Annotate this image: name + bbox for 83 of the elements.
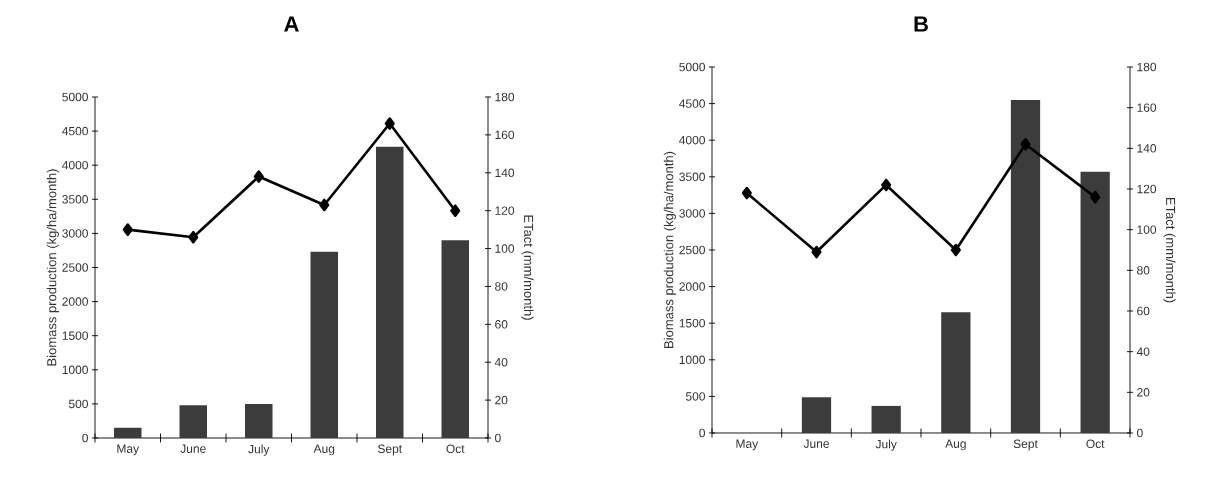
x-tick-label: May: [736, 439, 759, 451]
y2-tick-label: 160: [1137, 103, 1157, 112]
point: [881, 178, 892, 192]
y2-tick-label: 0: [495, 433, 501, 443]
y2-tick-label: 120: [495, 206, 515, 215]
y2-tick-label: 40: [1136, 347, 1150, 356]
chart-title: B: [914, 16, 928, 32]
y-tick-label: 1500: [62, 331, 88, 340]
y2-tick-label: 180: [495, 92, 515, 102]
bar: [801, 397, 832, 433]
y-tick-label: 4500: [62, 126, 88, 136]
y-tick-label: 2000: [62, 297, 88, 306]
y-tick-label: 3000: [62, 229, 88, 238]
point: [253, 170, 264, 183]
point: [122, 223, 133, 236]
y-tick-label: 4000: [679, 135, 705, 145]
y2-tick-label: 80: [1137, 266, 1150, 275]
y2-tick-label: 100: [495, 244, 515, 253]
y-axis-title: Biomass production (kg/ha/month): [663, 151, 676, 348]
y-tick-label: 4000: [62, 160, 88, 170]
y2-tick-label: 140: [1137, 144, 1157, 153]
bar: [179, 405, 208, 438]
x-tick-label: June: [180, 444, 206, 453]
bar: [941, 312, 971, 433]
y-tick-label: 500: [68, 399, 88, 409]
point: [1020, 137, 1031, 151]
y-tick-label: 500: [685, 392, 706, 401]
y2-tick-label: 60: [495, 320, 508, 329]
x-tick-label: May: [117, 444, 140, 456]
bar: [1080, 171, 1110, 433]
y-tick-label: 1000: [62, 365, 88, 375]
point: [319, 198, 330, 212]
y2-tick-label: 160: [495, 130, 515, 140]
y2-axis-title: ETact (mm/month): [1163, 197, 1176, 303]
point: [741, 186, 752, 200]
bar: [376, 146, 404, 438]
point: [1090, 190, 1101, 204]
x-tick-label: Sept: [1013, 439, 1038, 451]
point: [950, 243, 961, 257]
bar: [114, 427, 142, 438]
bar: [871, 405, 901, 433]
y-tick-label: 4500: [679, 99, 705, 108]
point: [188, 230, 199, 244]
y-tick-label: 3500: [62, 195, 88, 204]
y-tick-label: 1000: [679, 355, 705, 365]
x-tick-label: Oct: [1086, 439, 1105, 449]
bar: [1010, 99, 1041, 433]
y2-tick-label: 40: [494, 357, 508, 367]
y-tick-label: 2500: [679, 245, 705, 255]
x-tick-label: Oct: [446, 444, 465, 454]
y2-tick-label: 0: [1137, 428, 1143, 438]
bar: [310, 251, 339, 438]
chart-title: A: [284, 16, 299, 32]
y2-tick-label: 100: [1137, 225, 1157, 234]
x-tick-label: Aug: [945, 439, 966, 451]
point: [811, 245, 822, 259]
y2-tick-label: 20: [495, 395, 508, 405]
y-tick-label: 0: [699, 428, 706, 438]
x-tick-label: July: [248, 444, 270, 456]
y2-tick-label: 80: [495, 282, 508, 291]
y2-tick-label: 20: [1137, 388, 1150, 397]
y-tick-label: 5000: [679, 62, 705, 72]
x-tick-label: June: [803, 439, 829, 448]
x-tick-label: Sept: [377, 444, 403, 456]
y-tick-label: 3000: [679, 209, 705, 218]
point: [384, 117, 395, 130]
bar: [245, 403, 273, 438]
y-tick-label: 3500: [679, 172, 705, 182]
y-axis-title: Biomass production (kg/ha/month): [46, 169, 59, 366]
y-tick-label: 1500: [679, 318, 705, 328]
point: [450, 204, 461, 217]
y2-tick-label: 140: [495, 168, 515, 178]
y-tick-label: 2000: [679, 282, 705, 291]
bar: [441, 240, 470, 438]
y-tick-label: 5000: [62, 92, 88, 102]
x-tick-label: July: [875, 439, 897, 451]
y2-tick-label: 60: [1137, 306, 1150, 316]
y-tick-label: 0: [82, 433, 89, 443]
y2-axis-title: ETact (mm/month): [521, 215, 534, 320]
y2-tick-label: 120: [1137, 184, 1157, 194]
x-tick-label: Aug: [313, 444, 335, 456]
y-tick-label: 2500: [62, 263, 88, 272]
y2-tick-label: 180: [1137, 62, 1157, 72]
